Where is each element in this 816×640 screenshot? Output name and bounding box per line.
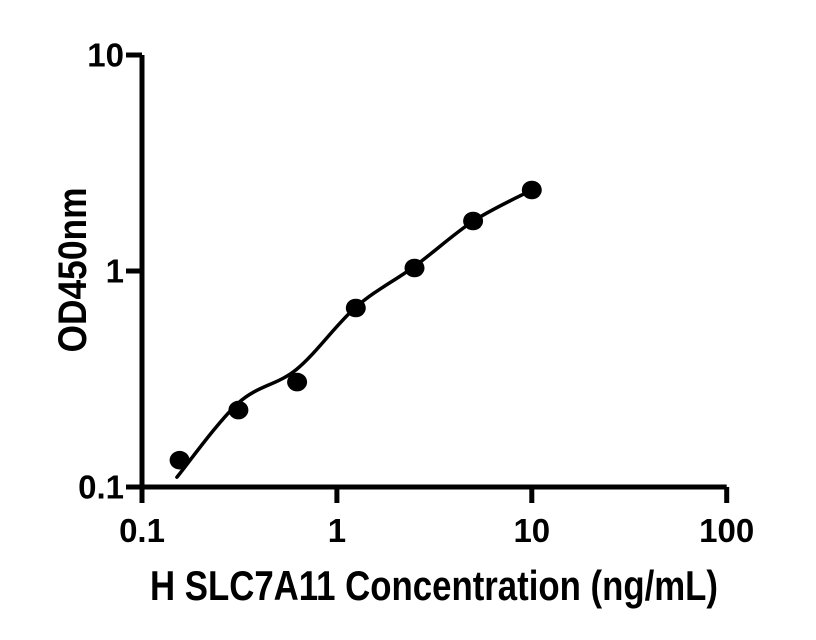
tick-labels: 0.1 1 10 0.1 1 10 100 [78,37,754,550]
data-point [228,400,249,420]
standard-curve-line [175,188,534,479]
y-tick-label: 0.1 [78,469,124,506]
data-point [287,372,308,392]
data-point [169,450,190,470]
data-point [463,211,484,231]
x-tick-label: 1 [328,512,346,549]
y-tick-label: 10 [87,37,124,74]
data-point [521,180,542,200]
x-axis-title: H SLC7A11 Concentration (ng/mL) [150,562,718,609]
y-tick-label: 1 [106,253,124,290]
x-tick-label: 100 [699,512,754,549]
x-tick-label: 0.1 [119,512,165,549]
data-point [404,258,425,278]
x-tick-label: 10 [513,512,550,549]
axes [126,52,730,503]
data-points [169,180,542,470]
y-axis-title: OD450nm [51,188,95,353]
fit-curve [175,188,534,479]
data-point [345,298,366,318]
